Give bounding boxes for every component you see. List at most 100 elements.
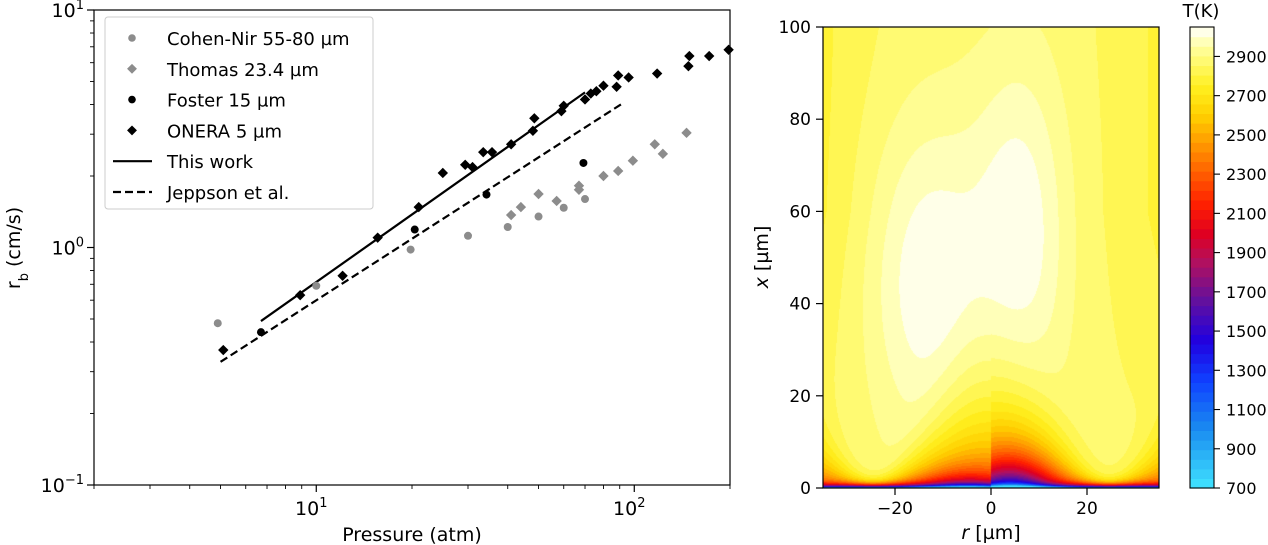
legend-label: Cohen-Nir 55-80 µm [167,29,350,50]
data-point [651,68,663,79]
data-point [515,201,527,213]
colorbar-level [1190,295,1214,307]
data-point [627,155,639,166]
data-point [527,125,539,137]
colorbar-level [1190,84,1214,95]
colorbar-level [1190,257,1214,268]
heatmap-y-axis-label: x [µm] [751,226,773,290]
legend-marker [128,95,136,104]
data-point [218,344,229,356]
colorbar-level [1190,190,1214,201]
data-point [681,127,692,139]
data-point [683,60,694,72]
colorbar-level [1190,468,1214,479]
y-axis-label-subscript: b [17,273,32,281]
legend-label: Thomas 23.4 µm [166,60,319,81]
colorbar-level [1190,372,1214,383]
colorbar-level [1190,459,1214,470]
data-point [703,50,715,62]
y-axis-label: rb (cm/s) [3,207,32,289]
data-point [529,113,540,124]
data-point [505,139,517,150]
heatmap-y-tick-label: 40 [789,295,811,315]
data-point [463,231,472,240]
colorbar-level [1190,324,1214,335]
colorbar-level [1190,286,1214,297]
legend-label: Foster 15 µm [167,91,286,112]
colorbar-level [1190,363,1214,374]
y-axis-label-main: r [3,281,25,289]
data-point [482,190,491,199]
colorbar-level [1190,449,1214,460]
heatmap-y-var: x [751,276,773,289]
data-point [573,180,585,191]
legend-box [104,16,374,210]
colorbar-tick-label: 1100 [1226,401,1267,420]
colorbar-level [1190,247,1214,259]
colorbar-level [1190,238,1214,249]
heatmap-x-tick-label: 0 [986,499,997,519]
data-point [413,201,424,213]
data-point [556,105,567,117]
colorbar-level [1190,478,1214,489]
data-point [558,100,569,112]
data-point [585,88,597,99]
data-point [684,50,695,62]
data-point [591,86,602,97]
y-axis-label-unit: (cm/s) [3,207,25,273]
colorbar-level [1190,65,1214,76]
legend-label: This work [166,152,254,173]
data-point [505,209,517,221]
legend-marker [127,63,137,74]
colorbar-level [1190,315,1214,326]
colorbar: 700 900 1100 1300 1500 1700 1900 2100 2300 2500 27… [1189,26,1267,498]
colorbar-tick-label: 2100 [1226,204,1267,223]
colorbar-level [1190,219,1214,230]
data-point [337,270,348,282]
legend-marker [127,125,137,136]
colorbar-level [1190,151,1214,163]
data-point [623,72,634,83]
colorbar-level [1190,180,1214,191]
heatmap-x-var: r [961,522,970,544]
data-point [256,328,265,337]
colorbar-level [1190,171,1214,182]
colorbar-level [1190,430,1214,441]
colorbar-level [1190,132,1214,143]
colorbar-tick-label: 1900 [1226,244,1267,263]
heatmap-panel: −20 0 20 0 20 40 60 80 100 r [µm] x [µm] 700 900 1… [751,1,1267,544]
colorbar-tick-label: 2500 [1226,126,1267,145]
heatmap-y-tick-label: 80 [789,110,811,130]
legend: Cohen-Nir 55-80 µm Thomas 23.4 µm Foster 1… [104,16,374,210]
colorbar-level [1190,103,1214,115]
colorbar-level [1190,46,1214,57]
scatter-panel: 101 102 10−1 100 101 Cohen-Nir 55-80 µm Thoma… [3,0,734,545]
colorbar-frame [1189,26,1215,489]
data-point [579,158,588,167]
colorbar-level [1190,199,1214,211]
y-tick-label: 10−1 [41,473,84,497]
heatmap-x-tick-label: −20 [877,499,913,519]
data-point [598,170,609,182]
data-point [551,195,562,207]
data-point [478,146,489,158]
colorbar-level [1190,353,1214,364]
heatmap-y-unit: [µm] [751,226,773,277]
x-tick-label: 101 [295,496,327,520]
heatmap-y-tick-label: 0 [800,479,811,499]
colorbar-tick-label: 1500 [1226,322,1267,341]
y-tick-label: 101 [52,0,84,22]
colorbar-level [1190,401,1214,412]
data-point [213,319,222,328]
colorbar-level [1190,55,1214,67]
heatmap-y-tick-label: 100 [779,18,811,38]
colorbar-tick-label: 1300 [1226,361,1267,380]
y-tick-label: 100 [52,236,84,260]
data-point [406,245,415,254]
x-tick-label: 102 [613,496,645,520]
data-point [611,81,622,92]
data-point [559,203,568,212]
colorbar-level [1190,36,1214,47]
colorbar-tick-label: 1700 [1226,283,1267,302]
